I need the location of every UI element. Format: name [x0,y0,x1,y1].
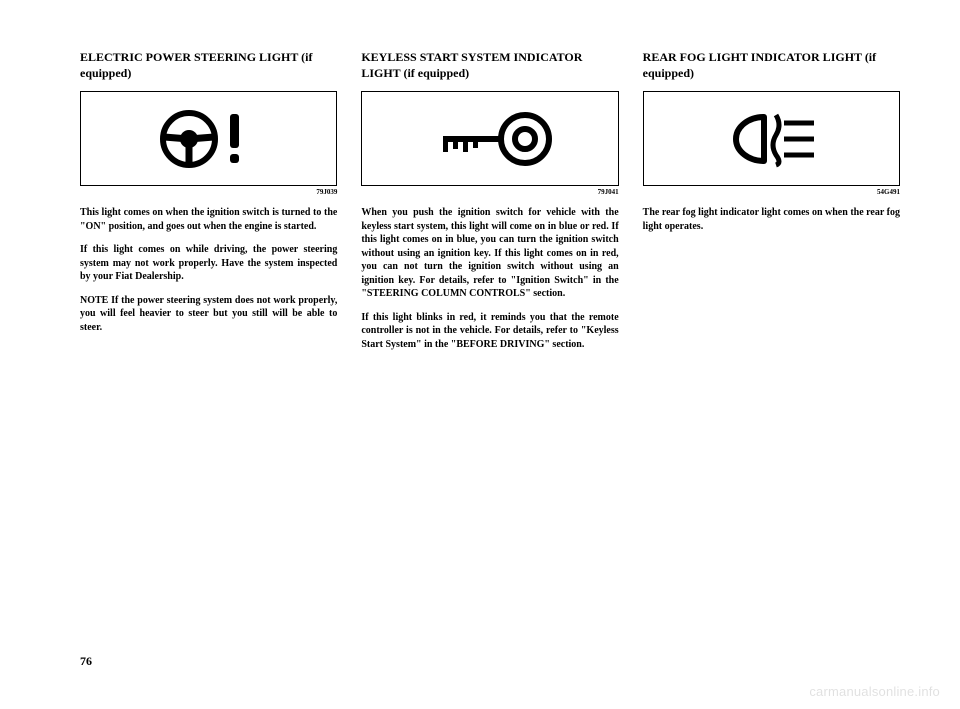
steering-wheel-warning-icon [134,104,284,174]
column-layout: ELECTRIC POWER STEERING LIGHT (if equipp… [80,50,900,361]
col3-heading: REAR FOG LIGHT INDICATOR LIGHT (if equip… [643,50,900,81]
col1-heading: ELECTRIC POWER STEERING LIGHT (if equipp… [80,50,337,81]
watermark: carmanualsonline.info [809,684,940,699]
manual-page: ELECTRIC POWER STEERING LIGHT (if equipp… [0,0,960,401]
key-icon [405,109,575,169]
col2-para1: When you push the ignition switch for ve… [361,206,618,301]
keyless-figure [361,91,618,186]
note-label: NOTE [80,295,108,306]
col2-figure-number: 79J041 [361,188,618,196]
col2-para2: If this light blinks in red, it reminds … [361,311,618,352]
rear-fog-light-icon [696,109,846,169]
column-2: KEYLESS START SYSTEM INDICATOR LIGHT (if… [361,50,618,361]
steering-figure [80,91,337,186]
col1-note: NOTE If the power steering system does n… [80,294,337,335]
col3-para1: The rear fog light indicator light comes… [643,206,900,233]
col1-para2: If this light comes on while driving, th… [80,243,337,284]
column-3: REAR FOG LIGHT INDICATOR LIGHT (if equip… [643,50,900,361]
col2-heading: KEYLESS START SYSTEM INDICATOR LIGHT (if… [361,50,618,81]
col1-para3: If the power steering system does not wo… [80,295,337,333]
page-number: 76 [80,654,92,669]
col3-figure-number: 54G491 [643,188,900,196]
col1-figure-number: 79J039 [80,188,337,196]
col1-para1: This light comes on when the ignition sw… [80,206,337,233]
column-1: ELECTRIC POWER STEERING LIGHT (if equipp… [80,50,337,361]
fog-light-figure [643,91,900,186]
